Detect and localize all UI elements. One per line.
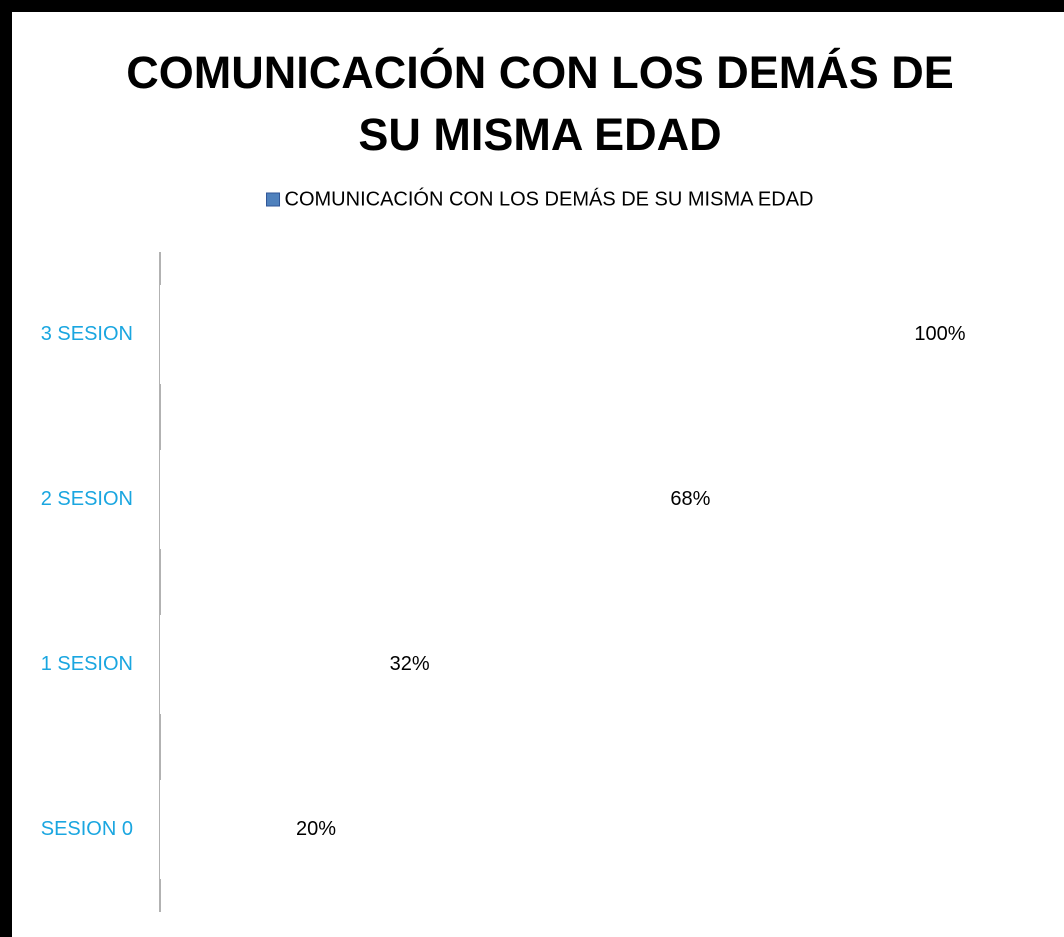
y-tick-label: 1 SESION <box>41 653 133 675</box>
data-label: 68% <box>670 488 710 510</box>
data-label: 32% <box>390 653 430 675</box>
y-tick-label: 2 SESION <box>41 488 133 510</box>
bar <box>160 285 940 384</box>
bar <box>160 780 316 879</box>
data-label: 20% <box>296 818 336 840</box>
legend-label: COMUNICACIÓN CON LOS DEMÁS DE SU MISMA E… <box>285 187 814 210</box>
chart-title: COMUNICACIÓN CON LOS DEMÁS DE SU MISMA E… <box>126 47 954 160</box>
legend-swatch <box>266 192 281 207</box>
bar <box>160 450 691 549</box>
y-tick-label: 3 SESION <box>41 323 133 345</box>
data-label: 100% <box>914 323 965 345</box>
bar <box>160 615 410 714</box>
y-tick-label: SESION 0 <box>41 818 133 840</box>
